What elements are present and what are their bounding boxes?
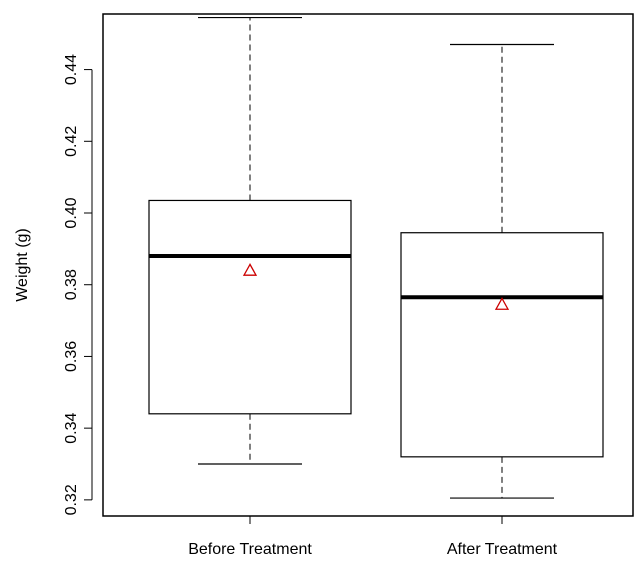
plot-frame: [102, 13, 634, 517]
y-tick-label: 0.42: [63, 126, 80, 157]
x-axis: Before Treatment After Treatment: [188, 516, 558, 558]
mean-marker: [494, 297, 510, 310]
y-tick-label: 0.40: [63, 197, 80, 228]
y-tick-label: 0.38: [63, 269, 80, 300]
y-axis: 0.32 0.34 0.36 0.38 0.40 0.42 0.44: [63, 54, 93, 515]
y-tick-label: 0.44: [63, 54, 80, 85]
y-tick-label: 0.34: [63, 412, 80, 443]
boxes: [148, 16, 604, 499]
y-axis-label: Weight (g): [14, 228, 31, 302]
x-tick-label: Before Treatment: [188, 541, 312, 558]
box-group: [400, 43, 604, 499]
iqr-box: [148, 199, 352, 415]
y-tick-label: 0.32: [63, 484, 80, 515]
iqr-box: [400, 232, 604, 458]
y-tick-label: 0.36: [63, 341, 80, 372]
x-tick-label: After Treatment: [447, 541, 558, 558]
mean-marker: [242, 263, 258, 276]
box-group: [148, 16, 352, 465]
